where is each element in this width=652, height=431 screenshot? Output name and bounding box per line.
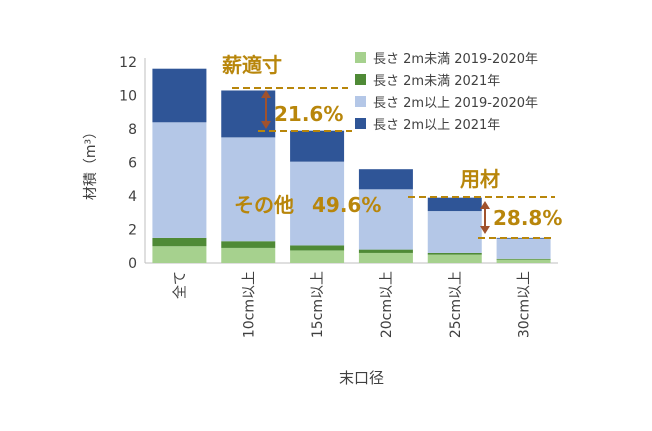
x-tick-label: 30cm以上: [517, 271, 533, 338]
y-axis-label: 材積（m³）: [83, 125, 99, 200]
legend-swatch: [355, 52, 366, 63]
x-tick-label: 10cm以上: [241, 271, 257, 338]
bar-segment: [221, 247, 276, 263]
fuelwood-label: 薪適寸: [222, 53, 282, 77]
other-label: その他: [234, 193, 294, 217]
y-tick-label: 6: [128, 156, 137, 172]
fuelwood-percent: 21.6%: [274, 102, 343, 126]
legend-label: 長さ 2m未満 2021年: [373, 74, 500, 89]
y-tick-label: 0: [128, 256, 137, 272]
y-tick-label: 12: [119, 55, 137, 71]
bar-segment: [152, 237, 207, 247]
other-percent: 49.6%: [312, 193, 381, 217]
legend-label: 長さ 2m以上 2021年: [373, 118, 500, 133]
x-tick-label: 15cm以上: [310, 271, 326, 338]
fuelwood-arrowhead-down: [261, 121, 271, 129]
bar-segment: [496, 238, 551, 259]
timber-percent: 28.8%: [493, 206, 562, 230]
fuelwood-arrowhead-up: [261, 90, 271, 98]
timber-arrowhead-up: [480, 201, 490, 209]
legend-swatch: [355, 74, 366, 85]
x-tick-label: 20cm以上: [379, 271, 395, 338]
bar-segment: [358, 189, 413, 250]
legend-swatch: [355, 96, 366, 107]
y-tick-label: 10: [119, 89, 137, 105]
y-tick-label: 4: [128, 189, 137, 205]
bar-segment: [358, 249, 413, 253]
timber-arrowhead-down: [480, 226, 490, 234]
bar-segment: [290, 250, 345, 263]
bar-segment: [290, 245, 345, 251]
y-tick-label: 8: [128, 122, 137, 138]
x-tick-label: 25cm以上: [448, 271, 464, 338]
bar-segment: [152, 68, 207, 123]
bar-segment: [221, 137, 276, 242]
bar-segment: [496, 259, 551, 263]
bar-segment: [427, 254, 482, 263]
bar-segment: [290, 161, 345, 246]
timber-label: 用材: [460, 167, 500, 191]
bar-segment: [152, 246, 207, 263]
bar-segment: [152, 122, 207, 238]
bar-segment: [496, 258, 551, 260]
y-tick-label: 2: [128, 223, 137, 239]
legend-swatch: [355, 118, 366, 129]
bar-segment: [358, 252, 413, 263]
x-tick-label: 全て: [171, 271, 188, 299]
bar-segment: [221, 241, 276, 248]
legend-label: 長さ 2m未満 2019-2020年: [373, 52, 538, 67]
bar-segment: [427, 197, 482, 212]
bar-segment: [427, 211, 482, 253]
bar-segment: [290, 130, 345, 162]
bar-segment: [427, 252, 482, 255]
legend-label: 長さ 2m以上 2019-2020年: [373, 96, 538, 111]
bar-segment: [358, 169, 413, 190]
x-axis-label: 末口径: [339, 369, 384, 387]
